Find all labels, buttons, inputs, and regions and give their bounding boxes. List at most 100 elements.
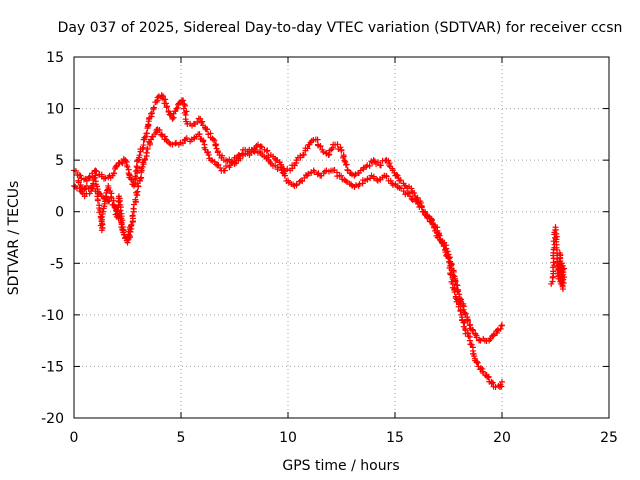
data-point: [132, 196, 139, 203]
data-point: [468, 341, 475, 348]
data-point: [130, 179, 137, 186]
series-upper-trace: [71, 92, 505, 344]
data-point: [470, 327, 477, 334]
data-point: [284, 166, 291, 173]
series-early-scatter: [75, 172, 133, 246]
data-point: [340, 153, 347, 160]
data-point: [311, 168, 318, 175]
data-point: [559, 283, 566, 290]
plot-frame: [73, 56, 610, 419]
data-point: [148, 110, 155, 117]
data-point: [237, 155, 244, 162]
data-point: [117, 207, 124, 214]
grid-lines: [74, 57, 609, 418]
y-axis-label: SDTVAR / TECUs: [6, 181, 22, 296]
data-point: [264, 147, 271, 154]
data-point: [276, 159, 283, 166]
data-point: [462, 311, 469, 318]
data-point: [320, 148, 327, 155]
data-point: [153, 98, 160, 105]
data-point: [393, 171, 400, 178]
data-point: [219, 152, 226, 159]
data-point: [299, 178, 306, 185]
data-point: [370, 157, 377, 164]
data-point: [137, 175, 144, 182]
data-point: [183, 108, 190, 115]
data-point: [428, 217, 435, 224]
data-point: [169, 141, 176, 148]
data-point: [474, 358, 481, 365]
data-point: [107, 193, 114, 200]
axis-ticks: 0 5 10 15 20 25 -20 -15 -10 -5 0 5 10 15: [41, 50, 618, 446]
data-point: [282, 172, 289, 179]
data-point: [304, 145, 311, 152]
data-point: [418, 204, 425, 211]
data-point: [182, 102, 189, 109]
y-tick-label: 15: [46, 50, 64, 66]
x-tick-label: 5: [177, 430, 186, 446]
data-point: [277, 164, 284, 171]
data-point: [165, 139, 172, 146]
data-points: [71, 92, 568, 391]
data-point: [560, 269, 567, 276]
data-point: [199, 118, 206, 125]
y-tick-label: 5: [55, 153, 64, 169]
data-point: [341, 157, 348, 164]
data-point: [140, 142, 147, 149]
x-tick-label: 20: [493, 430, 511, 446]
data-point: [125, 228, 132, 235]
y-tick-label: 10: [46, 102, 64, 118]
data-point: [499, 322, 505, 329]
data-point: [217, 164, 224, 171]
data-point: [93, 183, 100, 190]
data-point: [411, 189, 418, 196]
data-point: [96, 209, 103, 216]
data-point: [158, 92, 165, 99]
data-point: [366, 162, 373, 169]
data-point: [215, 161, 222, 168]
data-point: [474, 359, 481, 366]
data-point: [405, 190, 412, 197]
data-point: [436, 232, 443, 239]
data-point: [397, 177, 404, 184]
data-point: [497, 325, 504, 332]
y-tick-label: -5: [50, 256, 64, 272]
data-point: [141, 134, 148, 141]
data-point: [129, 212, 136, 219]
data-point: [124, 163, 131, 170]
data-point: [102, 175, 109, 182]
data-point: [326, 151, 333, 158]
data-point: [490, 331, 497, 338]
data-point: [77, 172, 84, 179]
data-point: [162, 96, 169, 103]
data-point: [150, 104, 157, 111]
data-point: [442, 249, 449, 256]
data-point: [144, 145, 151, 152]
data-point: [464, 318, 471, 325]
data-point: [146, 140, 153, 147]
data-point: [400, 188, 407, 195]
data-point: [370, 175, 377, 182]
data-point: [499, 378, 505, 385]
x-tick-label: 25: [600, 430, 618, 446]
series-late-segment: [548, 224, 568, 293]
data-point: [133, 189, 140, 196]
x-tick-label: 0: [70, 430, 79, 446]
data-point: [451, 289, 458, 296]
data-point: [92, 167, 99, 174]
data-point: [252, 146, 259, 153]
data-point: [99, 208, 106, 215]
data-point: [453, 281, 460, 288]
data-point: [383, 173, 390, 180]
data-point: [179, 140, 186, 147]
data-point: [148, 110, 155, 117]
data-point: [136, 152, 143, 159]
data-point: [142, 156, 149, 163]
data-point: [175, 100, 182, 107]
x-axis-label: GPS time / hours: [282, 458, 399, 474]
data-point: [364, 176, 371, 183]
data-point: [457, 308, 464, 315]
data-point: [221, 167, 228, 174]
data-point: [126, 224, 133, 231]
data-point: [488, 380, 495, 387]
